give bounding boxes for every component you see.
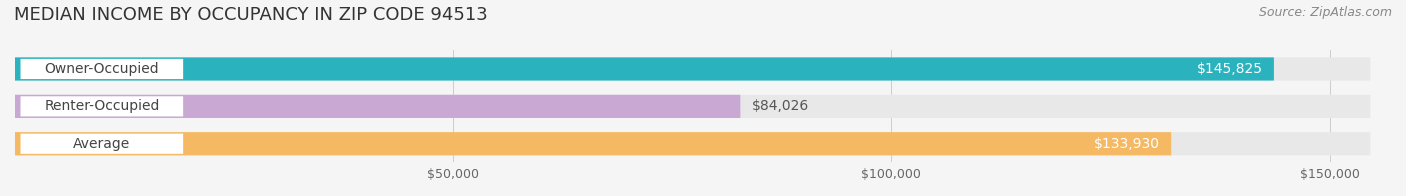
FancyBboxPatch shape (21, 134, 183, 154)
FancyBboxPatch shape (15, 132, 1171, 155)
FancyBboxPatch shape (15, 95, 1371, 118)
Text: $133,930: $133,930 (1094, 137, 1160, 151)
FancyBboxPatch shape (21, 96, 183, 116)
FancyBboxPatch shape (15, 57, 1371, 81)
Text: MEDIAN INCOME BY OCCUPANCY IN ZIP CODE 94513: MEDIAN INCOME BY OCCUPANCY IN ZIP CODE 9… (14, 6, 488, 24)
FancyBboxPatch shape (21, 59, 183, 79)
Text: Average: Average (73, 137, 131, 151)
Text: Renter-Occupied: Renter-Occupied (44, 99, 159, 113)
Text: Owner-Occupied: Owner-Occupied (45, 62, 159, 76)
FancyBboxPatch shape (15, 57, 1274, 81)
FancyBboxPatch shape (15, 132, 1371, 155)
FancyBboxPatch shape (15, 95, 741, 118)
Text: $145,825: $145,825 (1197, 62, 1263, 76)
Text: Source: ZipAtlas.com: Source: ZipAtlas.com (1258, 6, 1392, 19)
Text: $84,026: $84,026 (751, 99, 808, 113)
